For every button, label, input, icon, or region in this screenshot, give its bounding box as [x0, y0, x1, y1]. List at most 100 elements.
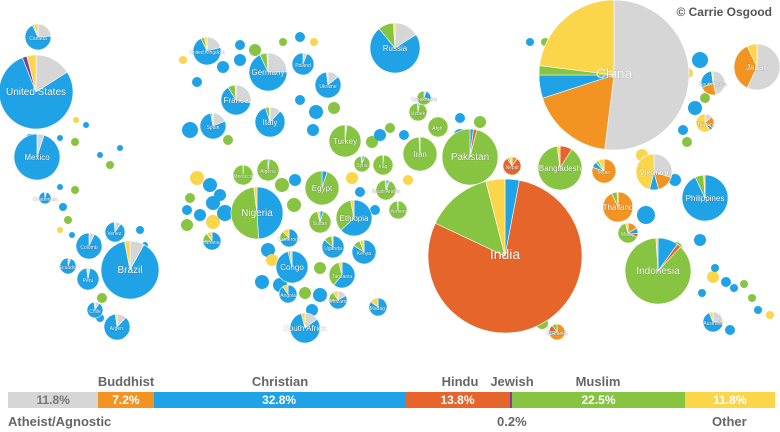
slice-atheist — [712, 70, 726, 95]
country-bubble-sri-lanka — [548, 323, 566, 341]
minor-country-bubble — [192, 77, 202, 87]
minor-country-bubble — [69, 232, 75, 238]
country-label: Mexico — [24, 153, 50, 162]
country-label: Japan — [746, 63, 768, 72]
minor-country-bubble — [692, 52, 708, 68]
country-label: China — [596, 65, 633, 81]
minor-country-bubble — [71, 138, 79, 146]
slice-other — [26, 54, 37, 93]
country-bubble-indonesia — [624, 237, 692, 305]
minor-country-bubble — [355, 187, 365, 197]
slice-other — [86, 267, 89, 280]
slice-muslim — [335, 199, 355, 231]
minor-country-bubble — [306, 304, 318, 316]
legend-label-muslim: Muslim — [575, 374, 621, 389]
country-label: Guatemala — [33, 197, 58, 203]
minor-country-bubble — [289, 174, 301, 186]
bubble-map: China India United States Indonesia Brazil Pa… — [0, 0, 780, 344]
minor-country-bubble — [694, 234, 706, 246]
minor-country-bubble — [766, 311, 774, 319]
minor-country-bubble — [754, 306, 762, 314]
minor-country-bubble — [637, 206, 655, 224]
slice-other — [211, 112, 214, 127]
country-label: Ethiopia — [340, 214, 369, 223]
country-bubble-pakistan — [441, 128, 499, 186]
minor-country-bubble — [474, 116, 486, 128]
minor-country-bubble — [748, 294, 756, 302]
minor-country-bubble — [182, 205, 192, 215]
minor-country-bubble — [295, 32, 305, 42]
minor-country-bubble — [307, 124, 319, 136]
country-bubble-ecuador — [59, 257, 77, 275]
minor-country-bubble — [725, 325, 735, 335]
country-label: Poland — [295, 63, 311, 69]
slice-other — [206, 231, 213, 242]
slice-christian — [76, 267, 100, 291]
minor-country-bubble — [97, 293, 107, 303]
slice-other — [114, 221, 116, 233]
country-label: Taiwan — [697, 122, 713, 128]
country-bubble-congo — [275, 250, 309, 284]
slice-atheist — [746, 43, 780, 91]
slice-other — [289, 250, 293, 268]
slice-other — [625, 222, 629, 234]
minor-country-bubble — [526, 38, 534, 46]
bar-segment-jewish — [510, 392, 513, 408]
slice-other — [115, 313, 118, 328]
country-bubble-argen — [103, 313, 131, 341]
country-label: Saudi Arabia — [372, 189, 401, 195]
slice-other — [268, 106, 271, 123]
country-label: Yemen — [390, 209, 406, 215]
country-label: Nigeria — [241, 208, 273, 219]
minor-country-bubble — [698, 289, 706, 297]
legend-label-jewish: Jewish — [490, 374, 534, 389]
country-label: Philippines — [686, 194, 725, 203]
minor-country-bubble — [217, 61, 229, 73]
minor-country-bubble — [740, 280, 748, 288]
slice-christian — [248, 54, 288, 92]
slice-other — [556, 145, 561, 169]
slice-atheist — [604, 0, 690, 151]
country-bubble-svg: China India United States Indonesia Brazil Pa… — [0, 0, 780, 344]
country-label: Algeria — [260, 169, 276, 175]
minor-country-bubble — [57, 135, 63, 141]
country-bubble-canada — [24, 23, 52, 51]
country-bubble-mexico — [13, 133, 61, 181]
minor-country-bubble — [346, 172, 358, 184]
minor-country-bubble — [730, 284, 738, 292]
country-label: Pakistan — [451, 152, 489, 163]
minor-country-bubble — [71, 186, 79, 194]
country-label: Russia — [383, 44, 408, 53]
slice-other — [695, 113, 711, 133]
minor-country-bubble — [64, 216, 72, 224]
country-label: Indonesia — [636, 266, 680, 277]
minor-country-bubble — [366, 136, 378, 148]
slice-other — [234, 84, 237, 101]
slice-other — [360, 155, 363, 165]
minor-country-bubble — [182, 122, 198, 138]
minor-country-bubble — [57, 227, 63, 233]
country-label: Turkey — [333, 137, 357, 146]
minor-country-bubble — [328, 102, 340, 114]
slice-other — [331, 235, 334, 248]
minor-country-bubble — [455, 113, 465, 123]
minor-country-bubble — [73, 117, 79, 123]
minor-country-bubble — [234, 54, 246, 66]
minor-country-bubble — [217, 205, 233, 221]
country-bubble-russia — [369, 22, 421, 74]
slice-muslim — [372, 154, 394, 176]
legend-label-jewish-value: 0.2% — [497, 414, 527, 429]
slice-christian — [291, 52, 315, 76]
minor-country-bubble — [185, 193, 195, 203]
slice-hindu — [502, 157, 522, 176]
country-bubble-ukraine — [314, 71, 342, 99]
slice-other — [93, 301, 96, 311]
minor-country-bubble — [721, 277, 731, 287]
legend-label-hindu: Hindu — [441, 374, 479, 389]
slice-other — [635, 153, 655, 190]
country-label: Mozam — [330, 299, 346, 305]
country-bubble-yemen — [388, 200, 408, 220]
country-label: Morocco — [233, 174, 252, 180]
minor-country-bubble — [310, 38, 318, 46]
bar-segment-other: 11.8% — [684, 392, 775, 408]
